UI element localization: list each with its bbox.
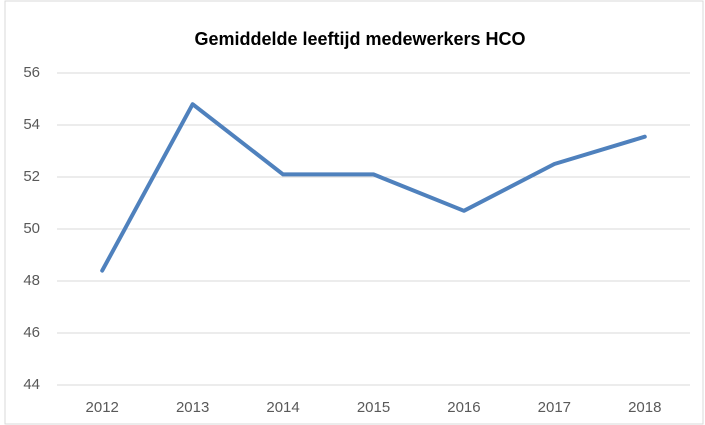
x-tick-label: 2016 (447, 399, 480, 416)
x-tick-label: 2015 (357, 399, 390, 416)
x-tick-label: 2018 (628, 399, 661, 416)
y-tick-label: 50 (23, 220, 40, 237)
y-tick-label: 54 (23, 116, 40, 133)
y-tick-label: 56 (23, 64, 40, 81)
y-tick-label: 44 (23, 376, 40, 393)
y-tick-label: 48 (23, 272, 40, 289)
x-tick-label: 2013 (176, 399, 209, 416)
chart-title: Gemiddelde leeftijd medewerkers HCO (194, 29, 525, 49)
line-series (100, 102, 647, 273)
x-tick-label: 2014 (266, 399, 299, 416)
y-tick-label: 52 (23, 168, 40, 185)
x-tick-label: 2012 (86, 399, 119, 416)
x-tick-label: 2017 (538, 399, 571, 416)
chart-border (4, 0, 704, 425)
y-tick-label: 46 (23, 324, 40, 341)
